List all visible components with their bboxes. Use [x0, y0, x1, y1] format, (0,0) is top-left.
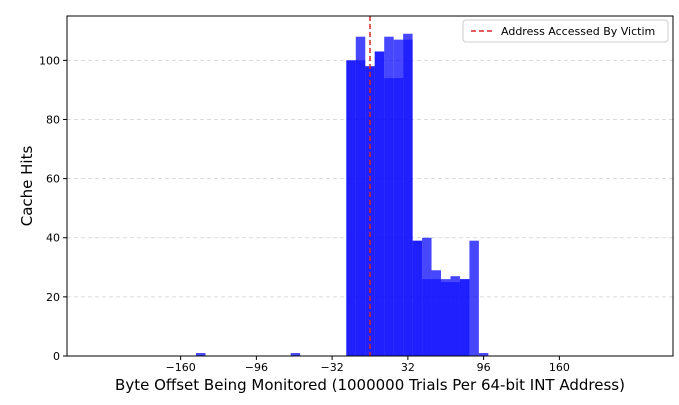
histogram-bar	[469, 240, 479, 356]
x-tick-label: −32	[321, 361, 344, 374]
histogram-bar-overlay	[450, 282, 460, 356]
histogram-bar-overlay	[441, 282, 451, 356]
y-tick-label: 40	[46, 232, 60, 245]
inner-bar-layer	[346, 39, 470, 357]
x-tick-label: −96	[245, 361, 268, 374]
legend-box	[462, 19, 669, 43]
y-tick-layer: 0 20 40 60 80 100	[39, 54, 67, 363]
x-axis-label: Byte Offset Being Monitored (1000000 Tri…	[115, 376, 625, 394]
histogram-bar	[478, 353, 489, 356]
legend: Address Accessed By Victim	[462, 19, 669, 43]
histogram-bar-overlay	[355, 60, 366, 356]
y-tick-label: 0	[53, 350, 60, 363]
x-tick-layer: −160 −96 −32 32 96 160	[166, 356, 570, 374]
histogram-bar-overlay	[431, 279, 442, 356]
histogram-bar-overlay	[459, 279, 470, 356]
histogram-bar-overlay	[422, 279, 432, 356]
plot-frame	[66, 15, 674, 357]
legend-entry-victim: Address Accessed By Victim	[501, 25, 655, 38]
y-tick-label: 80	[46, 113, 60, 126]
histogram-bar-overlay	[412, 240, 423, 356]
histogram-bar	[290, 353, 301, 356]
histogram-bar-overlay	[403, 39, 413, 357]
histogram-bar	[196, 353, 206, 356]
histogram-bar-overlay	[393, 78, 404, 356]
y-tick-label: 20	[46, 291, 60, 304]
histogram-bar-overlay	[374, 51, 385, 356]
x-tick-label: −160	[166, 361, 196, 374]
y-axis-label: Cache Hits	[18, 146, 36, 227]
histogram-bar-overlay	[384, 78, 394, 356]
x-tick-label: 160	[549, 361, 570, 374]
x-tick-label: 96	[477, 361, 491, 374]
y-tick-label: 60	[46, 173, 60, 186]
histogram-bar-overlay	[346, 60, 356, 356]
y-tick-label: 100	[39, 54, 60, 67]
x-tick-label: 32	[401, 361, 415, 374]
